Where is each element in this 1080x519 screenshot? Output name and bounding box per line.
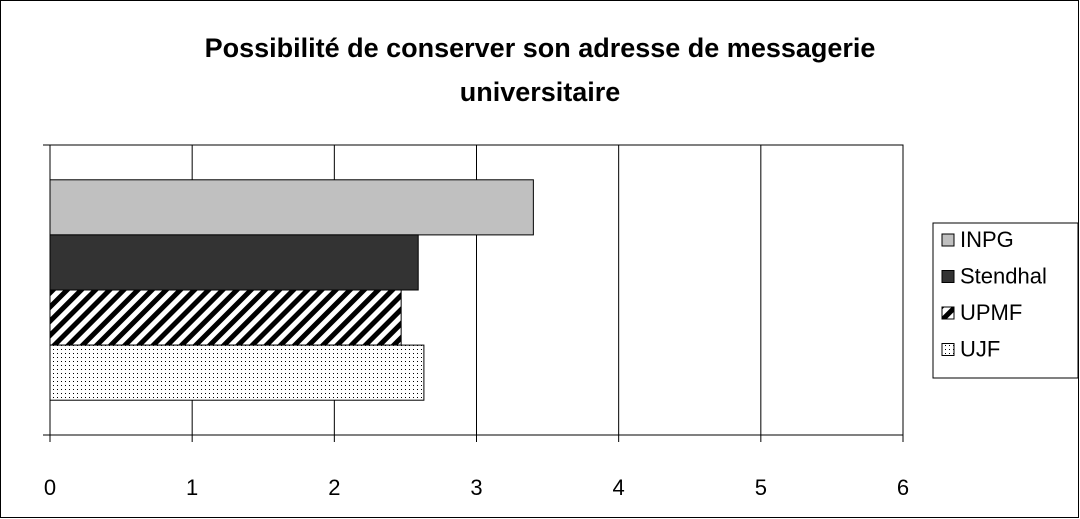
legend-label: INPG: [960, 227, 1014, 252]
legend-swatch: [941, 270, 955, 283]
bar: [49, 344, 425, 401]
x-tick-label: 5: [755, 475, 767, 500]
bar: [49, 289, 402, 346]
x-tick-label: 0: [44, 475, 56, 500]
bar: [49, 234, 419, 291]
legend-label: UPMF: [960, 300, 1022, 325]
x-tick-label: 2: [328, 475, 340, 500]
legend-swatch: [941, 233, 955, 247]
chart-title: Possibilité de conserver son adresse de …: [204, 33, 876, 107]
x-tick-label: 6: [897, 475, 909, 500]
legend-swatch: [941, 306, 955, 320]
legend-label: Stendhal: [960, 263, 1047, 288]
x-tick-label: 3: [470, 475, 482, 500]
legend-label: UJF: [960, 336, 1000, 361]
x-tick-label: 1: [186, 475, 198, 500]
legend-swatch: [941, 343, 955, 356]
x-tick-label: 4: [613, 475, 625, 500]
bar: [49, 179, 534, 236]
legend-box: [932, 222, 1079, 379]
